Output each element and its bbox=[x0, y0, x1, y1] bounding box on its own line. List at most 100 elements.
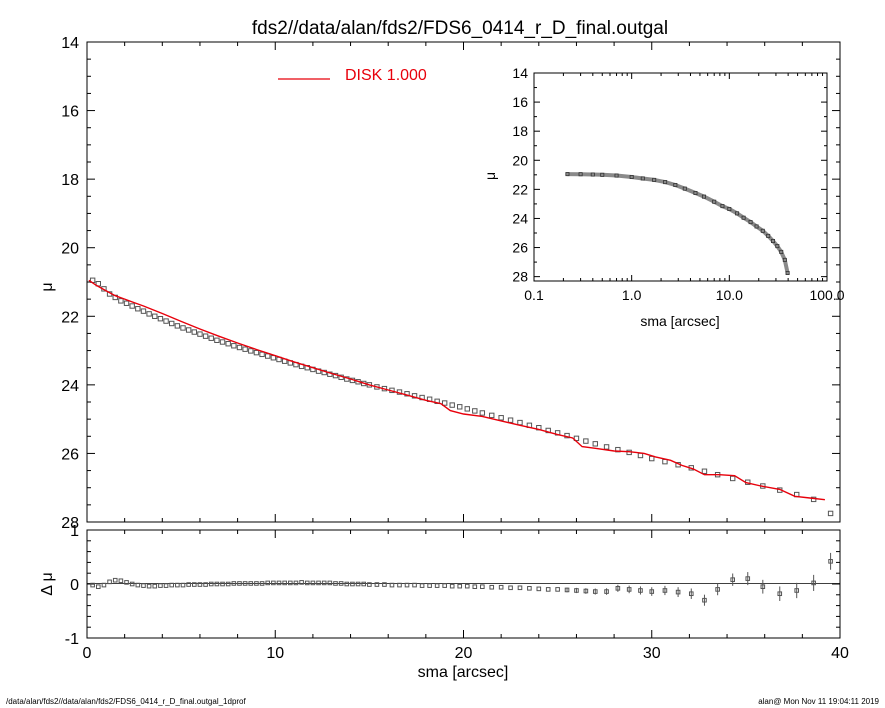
inset-data-point bbox=[779, 249, 784, 254]
main-y-tick-label: 24 bbox=[61, 378, 79, 395]
residual-point bbox=[158, 583, 163, 588]
inset-x-tick-label: 0.1 bbox=[524, 287, 544, 303]
main-data-point bbox=[441, 400, 448, 406]
residual-point bbox=[760, 584, 766, 590]
residual-point bbox=[293, 580, 299, 586]
inset-y-tick-label: 24 bbox=[512, 210, 528, 226]
residual-ylabel: Δ μ bbox=[39, 572, 56, 595]
inset-ylabel: μ bbox=[482, 172, 498, 180]
main-y-tick-label: 14 bbox=[61, 35, 79, 52]
inset-data-point bbox=[720, 204, 725, 209]
residual-axis-ticks: 0 10 20 30 40-101 bbox=[65, 523, 849, 662]
residual-point bbox=[231, 581, 237, 586]
residual-point bbox=[794, 588, 800, 593]
main-data-point bbox=[479, 410, 486, 416]
residual-point bbox=[355, 581, 361, 587]
inset-axis-ticks: 0.1 1.0 10.0 100.0 14 16 18 20 22 24 26 28 bbox=[512, 65, 844, 303]
residual-point bbox=[480, 584, 485, 590]
residual-point bbox=[457, 583, 463, 589]
residual-point bbox=[242, 581, 248, 586]
main-data-point bbox=[118, 298, 124, 304]
inset-data-point bbox=[652, 177, 657, 182]
residual-point bbox=[225, 581, 231, 587]
residual-point bbox=[237, 581, 242, 586]
inset-data-point bbox=[600, 172, 605, 177]
main-data-point bbox=[583, 438, 589, 444]
model-line bbox=[88, 279, 825, 501]
residual-point bbox=[702, 597, 707, 603]
residual-point bbox=[129, 581, 135, 587]
main-y-tick-label: 20 bbox=[61, 241, 79, 258]
residual-point bbox=[208, 581, 214, 587]
residual-data-points bbox=[90, 552, 833, 606]
main-data-point bbox=[152, 313, 158, 319]
residual-point bbox=[527, 586, 532, 591]
main-data-point bbox=[649, 455, 655, 462]
main-data-point bbox=[603, 444, 610, 450]
residual-xlabel: sma [arcsec] bbox=[418, 664, 509, 681]
residual-point bbox=[146, 583, 152, 589]
residual-point bbox=[419, 583, 425, 588]
main-data-point bbox=[174, 323, 181, 329]
residual-point bbox=[508, 585, 513, 591]
main-data-point bbox=[592, 441, 598, 447]
residual-point bbox=[118, 578, 124, 584]
inset-y-tick-label: 22 bbox=[512, 181, 528, 197]
main-data-point bbox=[202, 333, 209, 339]
inset-data-point bbox=[673, 182, 678, 187]
residual-point bbox=[626, 587, 632, 592]
residual-y-tick-label: -1 bbox=[65, 631, 79, 648]
residual-point bbox=[675, 589, 681, 595]
residual-point bbox=[730, 577, 735, 582]
residual-point bbox=[449, 583, 455, 589]
main-data-point bbox=[231, 343, 237, 349]
residual-point bbox=[545, 587, 551, 592]
main-data-point bbox=[472, 408, 478, 414]
inset-data-point bbox=[735, 211, 740, 216]
residual-point bbox=[498, 584, 504, 590]
main-data-point bbox=[404, 391, 410, 397]
main-data-point bbox=[517, 419, 523, 426]
residual-point bbox=[288, 580, 293, 586]
residual-point bbox=[175, 582, 180, 588]
residual-point bbox=[649, 589, 655, 594]
residual-point bbox=[316, 580, 321, 586]
inset-x-tick-label: 1.0 bbox=[622, 287, 642, 303]
residual-point bbox=[333, 581, 338, 586]
inset-data-point bbox=[629, 174, 634, 179]
main-data-point bbox=[498, 415, 504, 421]
inset-data-point bbox=[578, 172, 583, 177]
inset-data-point bbox=[565, 172, 570, 177]
residual-point bbox=[615, 586, 621, 591]
residual-point bbox=[828, 559, 833, 564]
inset-data-point bbox=[712, 199, 717, 204]
main-panel: 14 16 18 20 22 24 26 28 μ DISK 1.000 bbox=[39, 35, 841, 532]
main-data-point bbox=[253, 349, 260, 356]
inset-data-point bbox=[754, 224, 759, 229]
residual-point bbox=[107, 579, 112, 585]
residual-point bbox=[265, 580, 271, 586]
main-y-tick-label: 18 bbox=[61, 172, 79, 189]
residual-point bbox=[811, 580, 816, 586]
inset-data-point bbox=[614, 173, 619, 178]
residual-point bbox=[397, 582, 402, 588]
residual-point bbox=[180, 582, 186, 588]
inset-panel: 0.1 1.0 10.0 100.0 14 16 18 20 22 24 26 28 μ sma [a… bbox=[482, 65, 845, 329]
residual-point bbox=[310, 580, 316, 586]
residual-point bbox=[259, 581, 265, 586]
inset-data-point bbox=[766, 233, 771, 238]
residual-point bbox=[124, 580, 129, 585]
residual-point bbox=[427, 583, 432, 588]
residual-y-tick-label: 0 bbox=[70, 577, 79, 594]
inset-data-point bbox=[693, 190, 698, 195]
residual-point bbox=[90, 582, 95, 588]
main-data-point bbox=[265, 353, 271, 359]
main-y-tick-label: 26 bbox=[61, 446, 79, 463]
residual-point bbox=[299, 580, 304, 585]
residual-point bbox=[169, 582, 175, 588]
residual-point bbox=[248, 581, 254, 586]
residual-point bbox=[489, 584, 495, 590]
main-data-point bbox=[225, 341, 231, 347]
main-y-tick-label: 22 bbox=[61, 309, 79, 326]
